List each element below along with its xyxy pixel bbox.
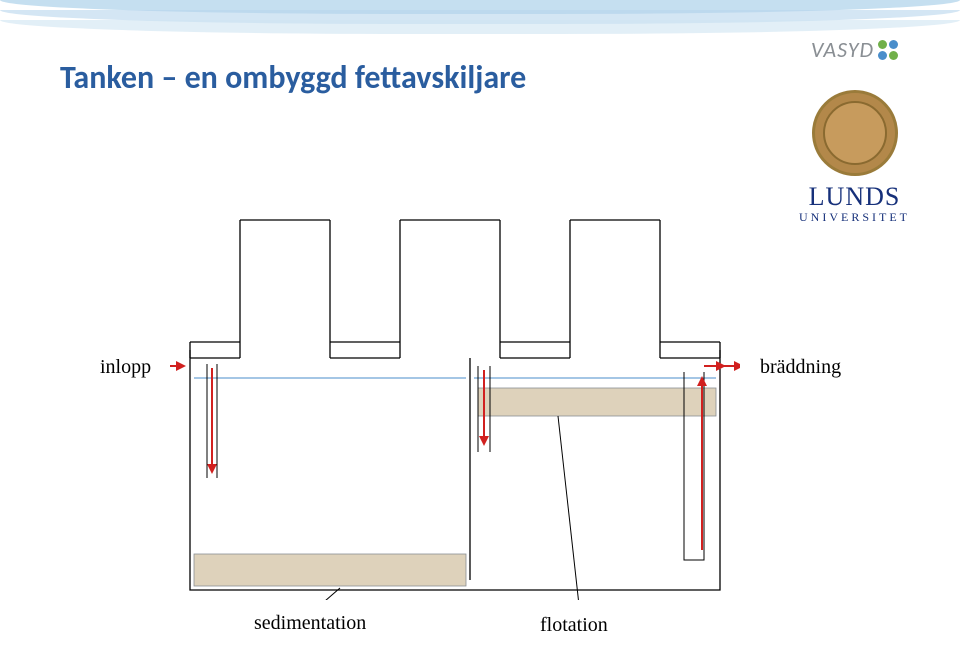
label-sedimentation: sedimentation xyxy=(254,612,366,635)
header-wave-3 xyxy=(0,20,960,34)
lund-sub: UNIVERSITET xyxy=(799,210,910,225)
lund-name: LUNDS xyxy=(799,182,910,212)
tank-diagram xyxy=(170,200,740,600)
vasyd-logo-text: VASYD xyxy=(811,36,874,63)
label-flotation: flotation xyxy=(540,614,608,637)
label-braddning: bräddning xyxy=(760,356,841,379)
vasyd-logo: VASYD xyxy=(811,36,900,63)
lund-seal-icon xyxy=(812,90,898,176)
page-title: Tanken – en ombyggd fettavskiljare xyxy=(60,58,526,97)
lund-university-logo: LUNDS UNIVERSITET xyxy=(799,90,910,225)
vasyd-clover-icon xyxy=(876,38,900,62)
label-inlopp: inlopp xyxy=(100,356,151,379)
